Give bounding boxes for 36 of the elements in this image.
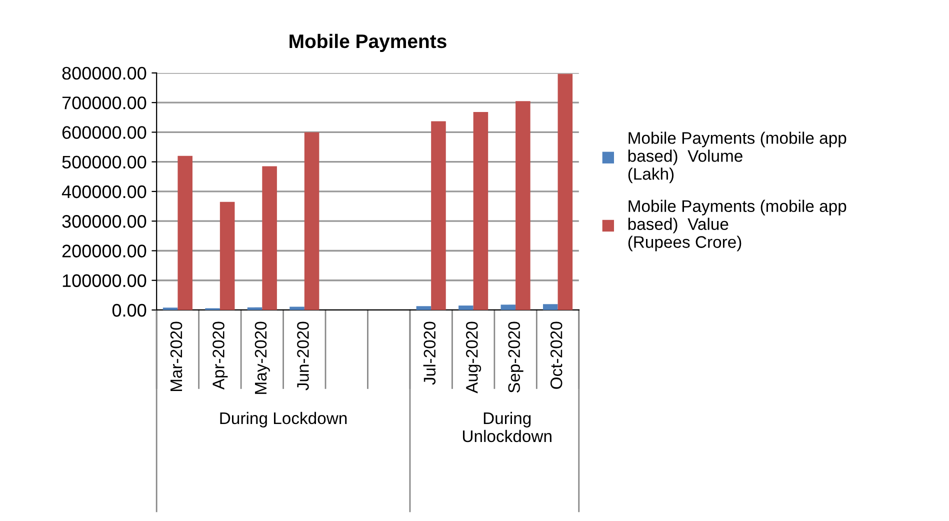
bar	[458, 306, 474, 310]
y-tick-label: 500000.00	[62, 156, 146, 169]
bar	[178, 156, 192, 310]
bar	[500, 304, 516, 310]
bar	[247, 307, 262, 310]
y-tick-label: 100000.00	[62, 274, 146, 288]
bar	[473, 112, 488, 310]
legend-label: Mobile Payments (mobile app based) Value (Rupees Crore)	[628, 200, 846, 252]
y-tick-label: 600000.00	[62, 126, 146, 139]
x-tick-label: Jul-2020	[423, 322, 436, 385]
x-tick-label: Aug-2020	[466, 322, 482, 394]
bar	[290, 306, 304, 310]
y-tick-label: 700000.00	[62, 96, 146, 110]
x-tick-label: Sep-2020	[508, 322, 524, 393]
text: During Unlockdown	[462, 412, 552, 442]
y-tick-label: 800000.00	[62, 66, 146, 80]
bar	[542, 304, 558, 310]
bar	[431, 121, 446, 310]
bar	[416, 306, 432, 310]
x-tick-label: Apr-2020	[212, 322, 228, 390]
x-tick-label: Mar-2020	[170, 322, 182, 392]
y-tick-label: 300000.00	[62, 215, 146, 228]
bar	[220, 202, 235, 310]
x-tick-label: Jun-2020	[297, 322, 309, 390]
y-tick-label: 400000.00	[62, 185, 146, 198]
bar	[558, 74, 573, 310]
bar	[262, 166, 277, 310]
bar	[304, 132, 320, 310]
y-tick-label: 0.00	[112, 304, 146, 317]
y-tick-label: 200000.00	[62, 244, 146, 258]
x-tick-label: May-2020	[254, 322, 270, 394]
bar	[516, 101, 530, 310]
text: During Lockdown	[220, 412, 347, 428]
x-tick-label: Oct-2020	[550, 322, 562, 389]
chart-title: Mobile Payments	[290, 34, 446, 52]
legend-label: Mobile Payments (mobile app based) Volume (Lakh)	[628, 132, 846, 184]
